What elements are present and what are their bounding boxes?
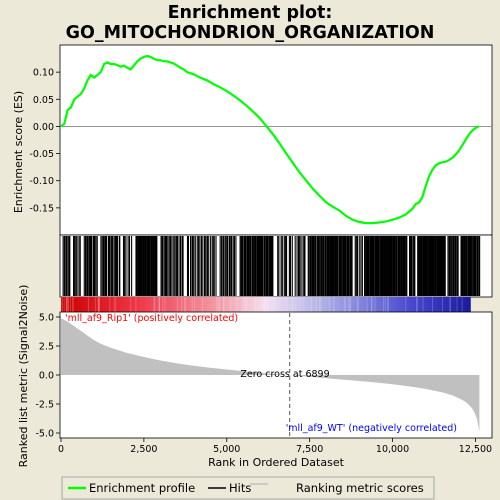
title-line-1: Enrichment plot:: [168, 3, 333, 23]
metric-y-tick-label: -5.0: [35, 429, 54, 440]
enrichment-profile-line: [60, 54, 480, 225]
metric-x-tick-label: 2,500: [130, 444, 157, 455]
legend-hits-label: Hits: [229, 481, 251, 495]
metric-y-tick-label: 0.0: [39, 371, 54, 382]
metric-x-tick-label: 5,000: [213, 444, 240, 455]
metric-x-tick-label: 7,500: [296, 444, 323, 455]
metric-x-tick-label: 12,500: [459, 444, 492, 455]
positive-annotation: 'mll_af9_Rip1' (positively correlated): [65, 313, 238, 324]
metric-y-tick-label: -2.5: [35, 400, 54, 411]
title-line-2: GO_MITOCHONDRION_ORGANIZATION: [66, 23, 435, 43]
legend-box: [61, 476, 435, 500]
legend-ranking-label: Ranking metric scores: [296, 481, 424, 495]
metric-y-tick-label: 2.5: [39, 342, 54, 353]
zero-cross-annotation: Zero cross at 6899: [240, 369, 329, 380]
hits: [62, 236, 481, 296]
es-y-tick-label: -0.15: [29, 203, 54, 214]
rank-color-ramp: [61, 297, 471, 312]
es-y-tick-label: 0.05: [33, 95, 54, 106]
negative-annotation: 'mll_af9_WT' (negatively correlated): [286, 423, 457, 434]
metric-y-tick-label: 5.0: [39, 313, 54, 324]
es-y-tick-label: -0.05: [29, 149, 54, 160]
legend-enrichment-label: Enrichment profile: [89, 481, 195, 495]
metric-x-tick-label: 0: [58, 444, 64, 455]
es-y-tick-label: -0.10: [29, 176, 54, 187]
ranking-metric-area: [61, 318, 480, 432]
metric-x-label: Rank in Ordered Dataset: [208, 456, 345, 469]
metric-x-tick-label: 10,000: [376, 444, 409, 455]
es-y-label: Enrichment score (ES): [12, 91, 25, 213]
es-y-tick-label: 0.10: [33, 68, 54, 79]
metric-y-label: Ranked list metric (Signal2Noise): [17, 285, 30, 468]
es-y-tick-label: 0.00: [33, 122, 54, 133]
